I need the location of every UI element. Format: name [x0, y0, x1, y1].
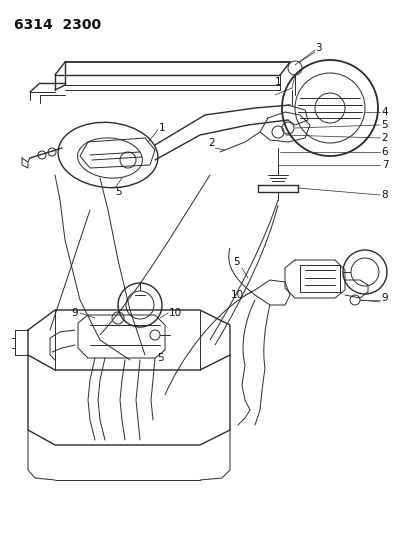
Text: 1: 1 [159, 123, 165, 133]
Text: 9: 9 [72, 308, 78, 318]
Text: 9: 9 [382, 293, 388, 303]
Text: 5: 5 [234, 257, 240, 267]
Text: 10: 10 [169, 308, 182, 318]
Text: 5: 5 [115, 187, 121, 197]
Text: 8: 8 [382, 190, 388, 200]
Text: 5: 5 [382, 120, 388, 130]
Text: 7: 7 [382, 160, 388, 170]
Text: 10: 10 [231, 290, 244, 300]
Text: 6314  2300: 6314 2300 [14, 18, 101, 32]
Text: 3: 3 [315, 43, 322, 53]
Text: 2: 2 [382, 133, 388, 143]
Text: 4: 4 [382, 107, 388, 117]
Text: 5: 5 [157, 353, 163, 363]
Text: 1: 1 [275, 77, 281, 87]
Text: 2: 2 [208, 138, 215, 148]
Text: 6: 6 [382, 147, 388, 157]
